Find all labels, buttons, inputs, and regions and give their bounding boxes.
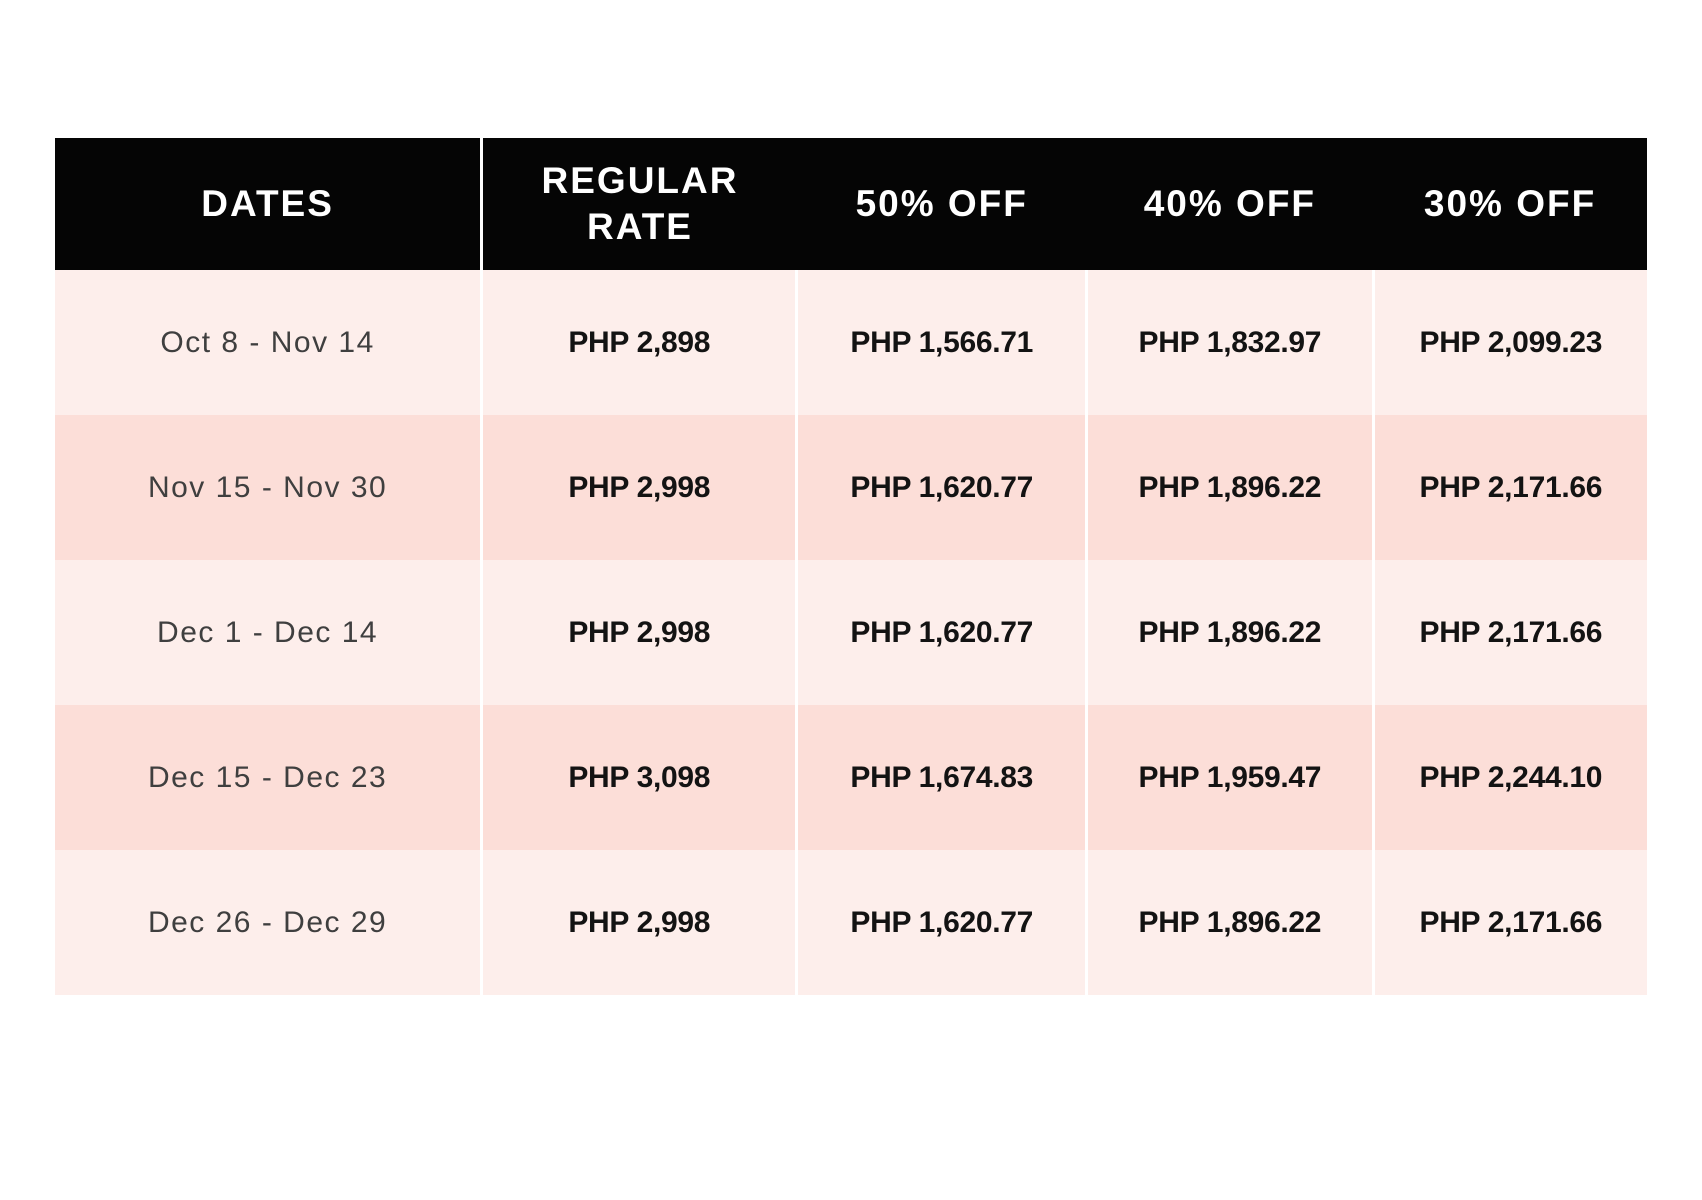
- header-cell-regular-rate: REGULAR RATE: [481, 138, 797, 270]
- discount-40-cell: PHP 1,896.22: [1086, 850, 1375, 995]
- date-range-cell: Dec 1 - Dec 14: [55, 560, 484, 705]
- table-row-oct8-nov14: Oct 8 - Nov 14 PHP 2,898 PHP 1,566.71 PH…: [55, 270, 1647, 415]
- discount-50-cell: PHP 1,620.77: [796, 560, 1089, 705]
- regular-rate-cell: PHP 2,998: [481, 850, 799, 995]
- header-cell-50-off: 50% OFF: [796, 138, 1087, 270]
- discount-40-cell: PHP 1,832.97: [1086, 270, 1375, 415]
- discount-50-cell: PHP 1,674.83: [796, 705, 1089, 850]
- table-row-dec26-dec29: Dec 26 - Dec 29 PHP 2,998 PHP 1,620.77 P…: [55, 850, 1647, 995]
- table-row-dec1-dec14: Dec 1 - Dec 14 PHP 2,998 PHP 1,620.77 PH…: [55, 560, 1647, 705]
- discount-50-cell: PHP 1,566.71: [796, 270, 1089, 415]
- regular-rate-cell: PHP 2,898: [481, 270, 799, 415]
- discount-50-cell: PHP 1,620.77: [796, 850, 1089, 995]
- header-cell-dates: DATES: [55, 138, 484, 270]
- discount-50-cell: PHP 1,620.77: [796, 415, 1089, 560]
- regular-rate-cell: PHP 2,998: [481, 560, 799, 705]
- discount-30-cell: PHP 2,099.23: [1373, 270, 1647, 415]
- discount-30-cell: PHP 2,244.10: [1373, 705, 1647, 850]
- date-range-cell: Oct 8 - Nov 14: [55, 270, 484, 415]
- discount-40-cell: PHP 1,896.22: [1086, 415, 1375, 560]
- date-range-cell: Nov 15 - Nov 30: [55, 415, 484, 560]
- discount-40-cell: PHP 1,959.47: [1086, 705, 1375, 850]
- header-cell-30-off: 30% OFF: [1373, 138, 1647, 270]
- header-cell-40-off: 40% OFF: [1086, 138, 1374, 270]
- table-row-nov15-nov30: Nov 15 - Nov 30 PHP 2,998 PHP 1,620.77 P…: [55, 415, 1647, 560]
- regular-rate-cell: PHP 3,098: [481, 705, 799, 850]
- promo-rate-table: DATES REGULAR RATE 50% OFF 40% OFF 30% O…: [55, 138, 1647, 995]
- table-header-row: DATES REGULAR RATE 50% OFF 40% OFF 30% O…: [55, 138, 1647, 270]
- discount-30-cell: PHP 2,171.66: [1373, 415, 1647, 560]
- discount-40-cell: PHP 1,896.22: [1086, 560, 1375, 705]
- discount-30-cell: PHP 2,171.66: [1373, 850, 1647, 995]
- date-range-cell: Dec 15 - Dec 23: [55, 705, 484, 850]
- discount-30-cell: PHP 2,171.66: [1373, 560, 1647, 705]
- date-range-cell: Dec 26 - Dec 29: [55, 850, 484, 995]
- regular-rate-cell: PHP 2,998: [481, 415, 799, 560]
- table-row-dec15-dec23: Dec 15 - Dec 23 PHP 3,098 PHP 1,674.83 P…: [55, 705, 1647, 850]
